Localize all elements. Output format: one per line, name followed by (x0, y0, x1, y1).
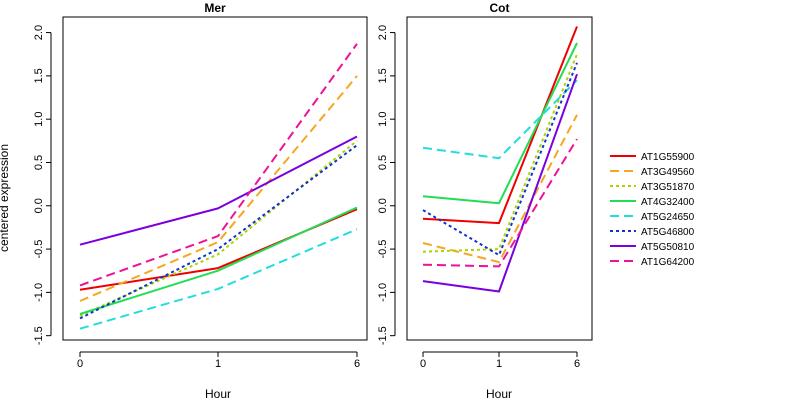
y-tick-label: 0.5 (377, 155, 389, 170)
legend-label: AT5G46800 (641, 227, 695, 238)
legend: AT1G55900 AT3G49560 AT3G51870 AT4G32400 AT5G… (610, 152, 695, 268)
legend-item: AT5G24650 (610, 212, 695, 223)
panel-title: Cot (490, 1, 510, 15)
x-tick-label: 1 (215, 358, 221, 370)
x-tick-label: 1 (496, 358, 502, 370)
series-line-at5g50810 (422, 73, 578, 293)
y-tick-label: -1.0 (377, 283, 389, 302)
series-line-at4g32400 (422, 42, 578, 205)
y-tick-label: 0.5 (33, 155, 45, 170)
legend-label: AT5G24650 (641, 212, 695, 223)
y-tick-label: -1.5 (377, 326, 389, 345)
y-tick-label: 2.0 (377, 25, 389, 40)
y-tick-label: 0.0 (33, 198, 45, 213)
y-axis-title: centered expression (0, 144, 11, 252)
legend-item: AT4G32400 (610, 197, 695, 208)
x-tick-label: 0 (77, 358, 83, 370)
y-tick-label: 1.0 (33, 112, 45, 127)
legend-item: AT1G64200 (610, 257, 695, 268)
panel-title: Mer (204, 1, 226, 15)
y-tick-label: 1.5 (377, 68, 389, 83)
series-line-at4g32400 (79, 206, 358, 315)
y-tick-label: 2.0 (33, 25, 45, 40)
panel-cot: Cot 0 1 6 Hour -1.5 -1.0 -0.5 0.0 0.5 1.0 1.5 2.0 (377, 1, 593, 400)
plot-frame (406, 16, 593, 341)
legend-label: AT1G55900 (641, 152, 695, 163)
legend-item: AT3G51870 (610, 182, 695, 193)
series-line-at1g64200 (422, 138, 578, 268)
x-tick-label: 0 (420, 358, 426, 370)
series-line-at5g24650 (422, 79, 578, 160)
series-line-at3g51870 (422, 53, 578, 253)
legend-item: AT3G49560 (610, 167, 695, 178)
legend-label: AT4G32400 (641, 197, 695, 208)
legend-label: AT1G64200 (641, 257, 695, 268)
panel-mer: Mer 0 1 6 Hour -1.5 -1.0 -0.5 0.0 0.5 1.0 1.5 2.0 (33, 1, 368, 400)
legend-label: AT3G49560 (641, 167, 695, 178)
x-tick-label: 6 (354, 358, 360, 370)
series-line-at5g24650 (79, 228, 358, 330)
y-tick-label: 0.0 (377, 198, 389, 213)
legend-item: AT5G50810 (610, 242, 695, 253)
series-line-at3g49560 (422, 114, 578, 264)
y-tick-label: -1.0 (33, 283, 45, 302)
series-line-at5g50810 (79, 135, 358, 246)
series-line-at5g46800 (79, 144, 358, 320)
legend-label: AT5G50810 (641, 242, 695, 253)
x-axis-title: Hour (486, 387, 512, 400)
x-axis-title: Hour (205, 387, 231, 400)
y-tick-label: -0.5 (33, 240, 45, 259)
y-tick-label: -1.5 (33, 326, 45, 345)
legend-label: AT3G51870 (641, 182, 695, 193)
series-line-at1g55900 (422, 26, 578, 225)
legend-item: AT1G55900 (610, 152, 695, 163)
legend-item: AT5G46800 (610, 227, 695, 238)
x-tick-label: 6 (574, 358, 580, 370)
y-tick-label: 1.0 (377, 112, 389, 127)
plot-frame (62, 16, 368, 341)
series-line-at1g64200 (79, 43, 358, 287)
y-tick-label: -0.5 (377, 240, 389, 259)
series-line-at3g49560 (79, 75, 358, 302)
series-line-at1g55900 (79, 208, 358, 291)
y-tick-label: 1.5 (33, 68, 45, 83)
